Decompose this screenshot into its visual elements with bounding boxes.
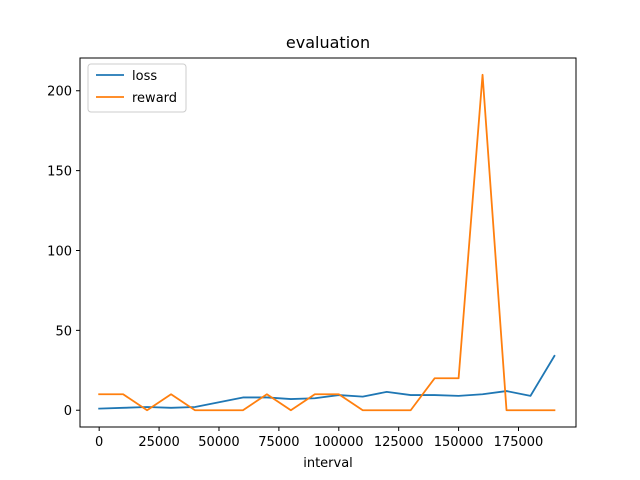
plot-frame bbox=[79, 57, 577, 428]
x-axis-label: interval bbox=[303, 456, 353, 471]
legend-label-reward: reward bbox=[132, 91, 177, 106]
y-tick-label: 0 bbox=[64, 404, 72, 419]
series-layer bbox=[98, 73, 556, 412]
legend-box bbox=[87, 63, 187, 113]
series-line-loss bbox=[98, 354, 556, 410]
y-tick-label: 100 bbox=[47, 244, 72, 259]
y-tick-label: 200 bbox=[47, 85, 72, 100]
x-tick-label: 50000 bbox=[198, 435, 239, 450]
x-axis: 0 25000 50000 75000 100000 125000 150000 175000 bbox=[95, 427, 543, 450]
x-tick-label: 150000 bbox=[434, 435, 484, 450]
x-tick-label: 75000 bbox=[258, 435, 299, 450]
legend: loss reward bbox=[87, 63, 187, 113]
legend-label-loss: loss bbox=[132, 69, 157, 84]
y-tick-label: 50 bbox=[55, 324, 72, 339]
series-line-reward bbox=[98, 73, 556, 412]
x-tick-label: 0 bbox=[95, 435, 103, 450]
x-tick-label: 125000 bbox=[374, 435, 424, 450]
x-tick-label: 25000 bbox=[138, 435, 179, 450]
x-tick-label: 175000 bbox=[494, 435, 544, 450]
chart-title: evaluation bbox=[286, 33, 370, 52]
x-tick-label: 100000 bbox=[314, 435, 364, 450]
y-tick-label: 150 bbox=[47, 165, 72, 180]
y-axis: 0 50 100 150 200 bbox=[47, 85, 80, 419]
